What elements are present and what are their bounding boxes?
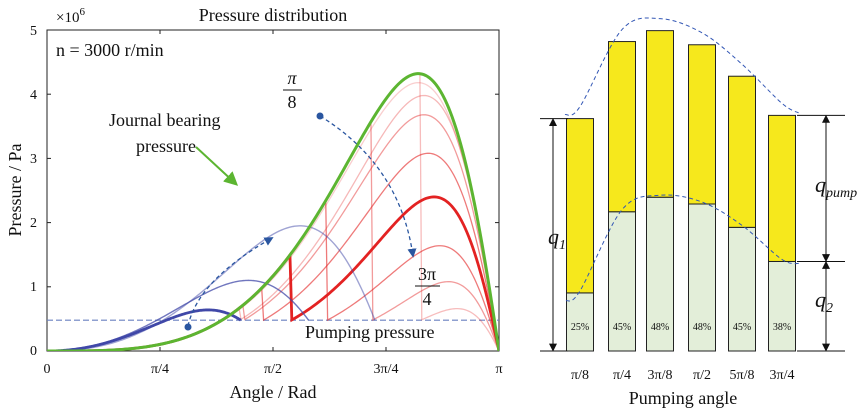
dimension-lines: [540, 114, 845, 352]
curve-layer: [47, 72, 499, 351]
dashed-arrow-red: [319, 115, 417, 258]
q2-label: q2: [815, 287, 833, 316]
x-tick-label: π/2: [264, 362, 282, 377]
journal-bearing-label: Journal bearing: [109, 110, 220, 130]
bar-upper-segment: [608, 41, 636, 213]
start-dot: [316, 112, 324, 120]
bar-lower-segment: [608, 211, 636, 352]
journal-bearing-curve: [47, 72, 499, 351]
category-label: 3π/4: [770, 368, 795, 383]
x-tick-label: 3π/4: [374, 362, 399, 377]
q1-label: q1: [548, 224, 566, 253]
y-exponent-label: ×106: [56, 6, 85, 26]
journal-bearing-label-2: pressure: [136, 136, 196, 156]
bar-lower-segment: [688, 203, 716, 352]
percent-label: 48%: [693, 322, 711, 333]
dashed-arrow-blue: [187, 237, 274, 327]
pumping-angle-bar-chart: q1 qpump q2 π/8 π/4 3π/8 π/2 5π/8 3π/4 P…: [540, 17, 857, 408]
percent-label: 45%: [613, 322, 631, 333]
x-axis-label: Angle / Rad: [230, 382, 317, 402]
category-label: 3π/8: [648, 368, 673, 383]
percent-label: 25%: [571, 322, 589, 333]
pi-over-8-denominator: 8: [288, 92, 297, 112]
percent-label: 45%: [733, 322, 751, 333]
q-pump-label: qpump: [815, 172, 857, 201]
y-tick-label: 3: [30, 152, 37, 167]
category-label: π/4: [613, 368, 631, 383]
bar-upper-segment: [728, 75, 756, 228]
percent-label: 48%: [651, 322, 669, 333]
percent-label: 38%: [773, 322, 791, 333]
y-tick-label: 1: [30, 280, 37, 295]
category-label: 5π/8: [730, 368, 755, 383]
blue-pressure-curve: [47, 308, 242, 351]
bar-lower-segment: [646, 196, 674, 352]
category-label: π/8: [571, 368, 589, 383]
blue-pressure-curve: [47, 225, 376, 351]
category-label: π/2: [693, 368, 711, 383]
x-tick-label: π: [495, 362, 502, 377]
x-tick-label: π/4: [151, 362, 169, 377]
three-pi-over-4-denominator: 4: [423, 289, 432, 309]
bar-upper-segment: [768, 114, 796, 262]
pumping-pressure-label: Pumping pressure: [305, 322, 435, 342]
pressure-distribution-chart: 0 1 2 3 4 5 0 π/4 π/2 3π/4 π ×106 Pressu…: [5, 5, 503, 402]
speed-label: n = 3000 r/min: [56, 40, 164, 60]
bar-upper-segment: [646, 30, 674, 198]
three-pi-over-4-numerator: 3π: [418, 264, 436, 284]
y-axis-label: Pressure / Pa: [5, 144, 25, 237]
y-tick-label: 4: [30, 88, 37, 103]
pi-over-8-numerator: π: [287, 68, 297, 88]
bar-lower-segment: [768, 260, 796, 352]
pumping-angle-label: Pumping angle: [629, 388, 738, 408]
bar-upper-segment: [688, 44, 716, 205]
y-tick-label: 2: [30, 216, 37, 231]
stacked-bars: [564, 17, 801, 352]
bar-lower-segment: [566, 292, 594, 352]
y-tick-label: 5: [30, 24, 37, 39]
x-tick-label: 0: [44, 362, 51, 377]
start-dot: [184, 323, 192, 331]
total-envelope-dashed: [564, 17, 801, 116]
journal-label-arrow: [195, 146, 239, 186]
plot-frame: [46, 29, 500, 352]
bar-upper-segment: [566, 118, 594, 294]
y-tick-label: 0: [30, 344, 37, 359]
chart-title: Pressure distribution: [199, 5, 348, 25]
lower-envelope-dashed: [565, 194, 801, 302]
